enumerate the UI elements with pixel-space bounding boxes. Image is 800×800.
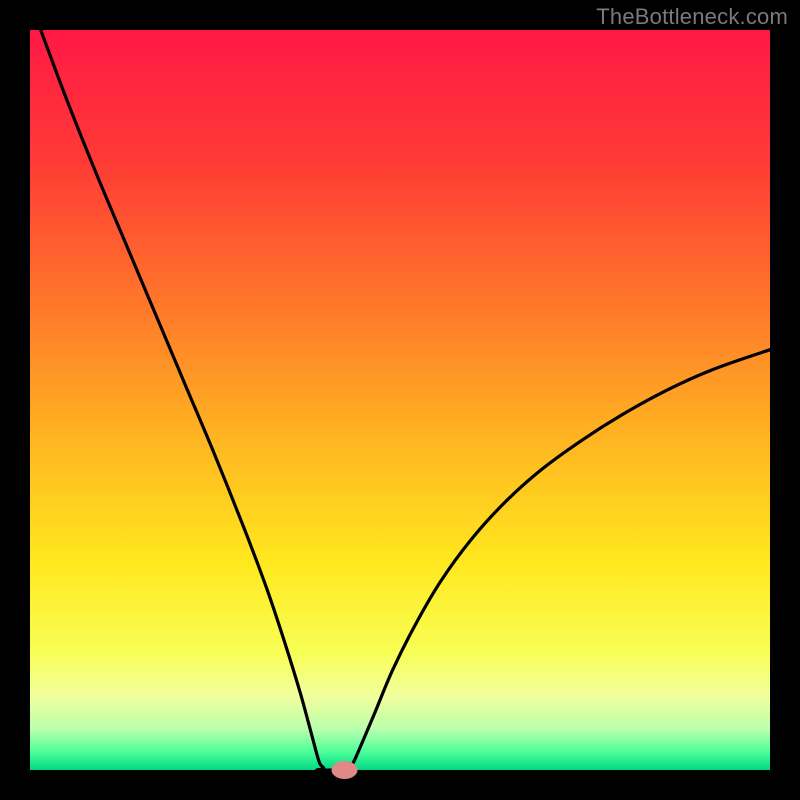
watermark-text: TheBottleneck.com — [596, 4, 788, 30]
optimum-marker — [332, 761, 358, 779]
chart-stage: TheBottleneck.com — [0, 0, 800, 800]
bottleneck-chart — [0, 0, 800, 800]
plot-background — [30, 30, 770, 770]
